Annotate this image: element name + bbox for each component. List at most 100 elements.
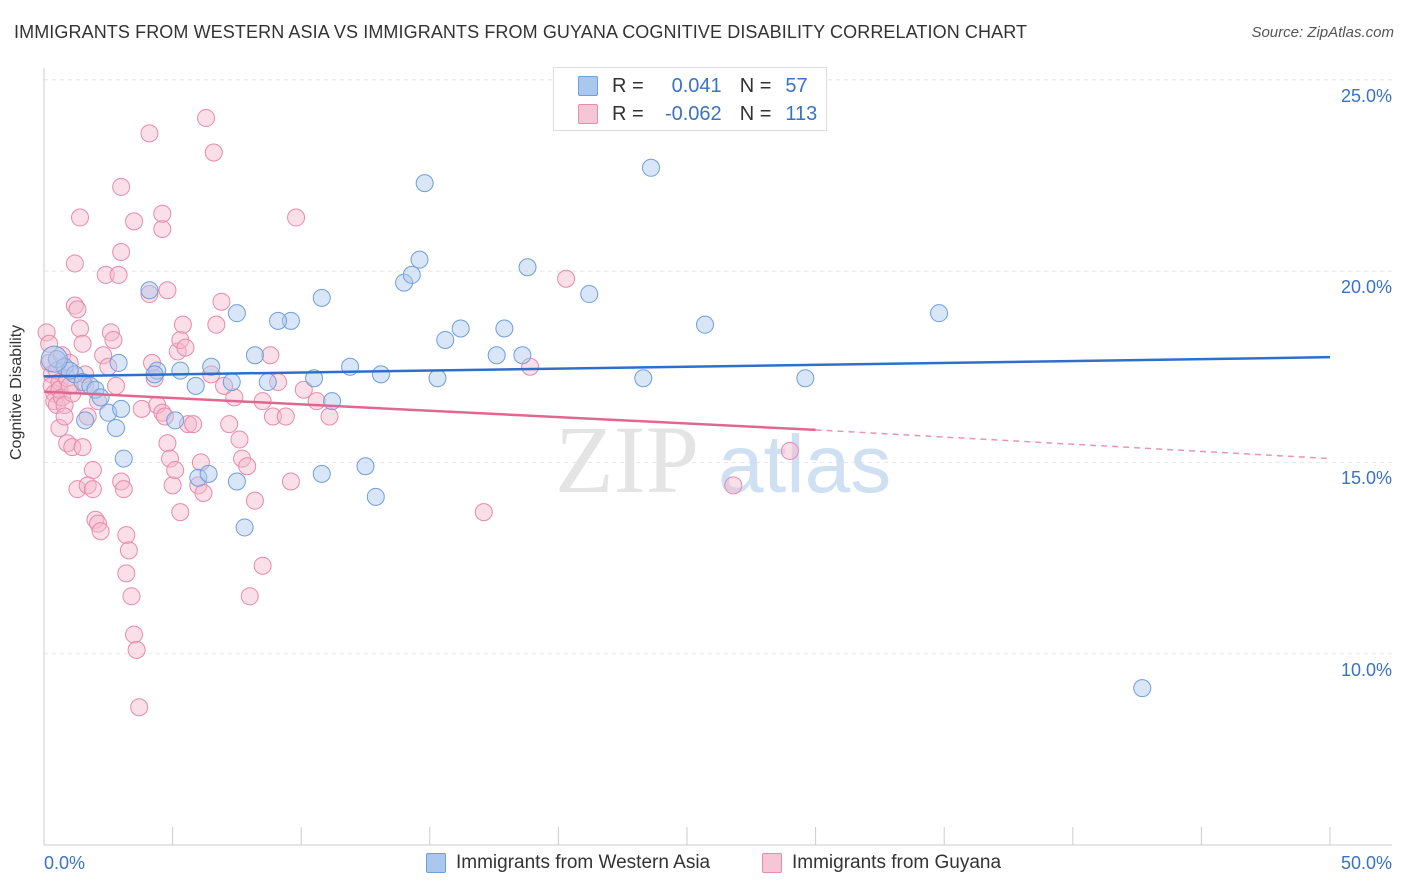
data-point-western-asia bbox=[436, 330, 455, 349]
data-point-western-asia bbox=[112, 399, 131, 418]
data-point-guyana bbox=[166, 461, 185, 480]
y-tick-label: 15.0% bbox=[1340, 468, 1392, 489]
bottom-legend-western-asia[interactable]: Immigrants from Western Asia bbox=[426, 852, 710, 874]
data-point-guyana bbox=[320, 407, 339, 426]
data-point-western-asia bbox=[487, 346, 506, 365]
data-point-guyana bbox=[107, 376, 126, 395]
data-point-guyana bbox=[194, 484, 213, 503]
data-point-western-asia bbox=[258, 373, 277, 392]
data-point-western-asia bbox=[305, 369, 324, 388]
data-point-guyana bbox=[724, 476, 743, 495]
data-point-guyana bbox=[91, 522, 110, 541]
n-value: 57 bbox=[785, 74, 808, 97]
data-point-western-asia bbox=[202, 357, 221, 376]
data-point-western-asia bbox=[281, 311, 300, 330]
data-point-guyana bbox=[96, 265, 115, 284]
data-point-guyana bbox=[63, 438, 82, 457]
stats-legend: R = 0.041 N = 57 R = -0.062 N = 113 bbox=[553, 67, 827, 131]
data-point-guyana bbox=[307, 392, 326, 411]
data-point-guyana bbox=[294, 380, 313, 399]
data-point-guyana bbox=[245, 491, 264, 510]
data-point-guyana bbox=[557, 269, 576, 288]
data-point-guyana bbox=[37, 323, 56, 342]
data-point-western-asia bbox=[495, 319, 514, 338]
data-point-guyana bbox=[71, 319, 90, 338]
r-value: 0.041 bbox=[671, 74, 722, 97]
data-point-western-asia bbox=[235, 518, 254, 537]
data-point-guyana bbox=[55, 407, 74, 426]
data-point-guyana bbox=[65, 254, 84, 273]
data-point-western-asia bbox=[166, 411, 185, 430]
data-point-guyana bbox=[474, 503, 493, 522]
data-point-guyana bbox=[204, 143, 223, 162]
data-point-guyana bbox=[212, 292, 231, 311]
bottom-legend-label: Immigrants from Western Asia bbox=[456, 852, 711, 873]
r-value: -0.062 bbox=[664, 102, 722, 125]
data-point-guyana bbox=[158, 281, 177, 300]
watermark: ZIP atlas bbox=[555, 406, 891, 513]
data-point-western-asia bbox=[513, 346, 532, 365]
data-point-guyana bbox=[50, 418, 69, 437]
data-point-guyana bbox=[117, 526, 136, 545]
data-point-guyana bbox=[109, 265, 128, 284]
y-tick-label: 25.0% bbox=[1340, 85, 1392, 106]
data-point-western-asia bbox=[199, 464, 218, 483]
data-point-guyana bbox=[207, 315, 226, 334]
data-point-western-asia bbox=[796, 369, 815, 388]
data-point-western-asia bbox=[186, 376, 205, 395]
data-point-guyana bbox=[130, 698, 149, 717]
data-point-guyana bbox=[112, 177, 131, 196]
trend-line-guyana bbox=[43, 390, 816, 432]
data-point-western-asia bbox=[518, 258, 537, 277]
data-point-guyana bbox=[122, 587, 141, 606]
x-tick-label: 0.0% bbox=[44, 853, 86, 873]
data-point-guyana bbox=[263, 407, 282, 426]
data-point-western-asia bbox=[641, 158, 660, 177]
data-point-western-asia bbox=[312, 464, 331, 483]
data-point-guyana bbox=[73, 438, 92, 457]
r-label: R = bbox=[612, 102, 644, 125]
data-point-guyana bbox=[132, 399, 151, 418]
data-point-guyana bbox=[153, 220, 172, 239]
r-label: R = bbox=[612, 74, 644, 97]
data-point-western-asia bbox=[415, 174, 434, 193]
data-point-guyana bbox=[287, 208, 306, 227]
data-point-western-asia bbox=[371, 365, 390, 384]
data-point-guyana bbox=[104, 330, 123, 349]
data-point-guyana bbox=[220, 415, 239, 434]
data-point-guyana bbox=[276, 407, 295, 426]
data-point-guyana bbox=[125, 625, 144, 644]
bottom-legend-swatch-pink bbox=[762, 853, 782, 873]
data-point-guyana bbox=[140, 124, 159, 143]
data-point-guyana bbox=[173, 315, 192, 334]
data-point-guyana bbox=[197, 109, 216, 128]
data-point-western-asia bbox=[366, 487, 385, 506]
legend-row-western-asia: R = 0.041 N = 57 bbox=[578, 74, 808, 98]
data-point-guyana bbox=[114, 480, 133, 499]
trend-line-western-asia bbox=[43, 355, 1331, 378]
data-point-western-asia bbox=[40, 345, 68, 373]
data-point-western-asia bbox=[402, 265, 421, 284]
legend-swatch-blue bbox=[578, 76, 598, 96]
data-point-western-asia bbox=[1133, 679, 1152, 698]
y-tick-label: 10.0% bbox=[1340, 659, 1392, 680]
watermark-atlas: atlas bbox=[718, 419, 891, 510]
data-point-guyana bbox=[158, 434, 177, 453]
source-credit: Source: ZipAtlas.com bbox=[1251, 24, 1394, 41]
bottom-legend-guyana[interactable]: Immigrants from Guyana bbox=[762, 852, 1001, 874]
data-point-western-asia bbox=[580, 285, 599, 304]
data-point-guyana bbox=[94, 346, 113, 365]
data-point-western-asia bbox=[76, 411, 95, 430]
n-label: N = bbox=[739, 102, 772, 125]
data-point-guyana bbox=[184, 415, 203, 434]
data-point-western-asia bbox=[222, 373, 241, 392]
y-tick-label: 20.0% bbox=[1340, 277, 1392, 298]
data-point-guyana bbox=[119, 541, 138, 560]
data-point-western-asia bbox=[930, 304, 949, 323]
data-point-western-asia bbox=[312, 288, 331, 307]
trend-lines bbox=[43, 355, 1331, 460]
data-point-western-asia bbox=[227, 472, 246, 491]
data-point-guyana bbox=[163, 476, 182, 495]
data-point-western-asia bbox=[410, 250, 429, 269]
